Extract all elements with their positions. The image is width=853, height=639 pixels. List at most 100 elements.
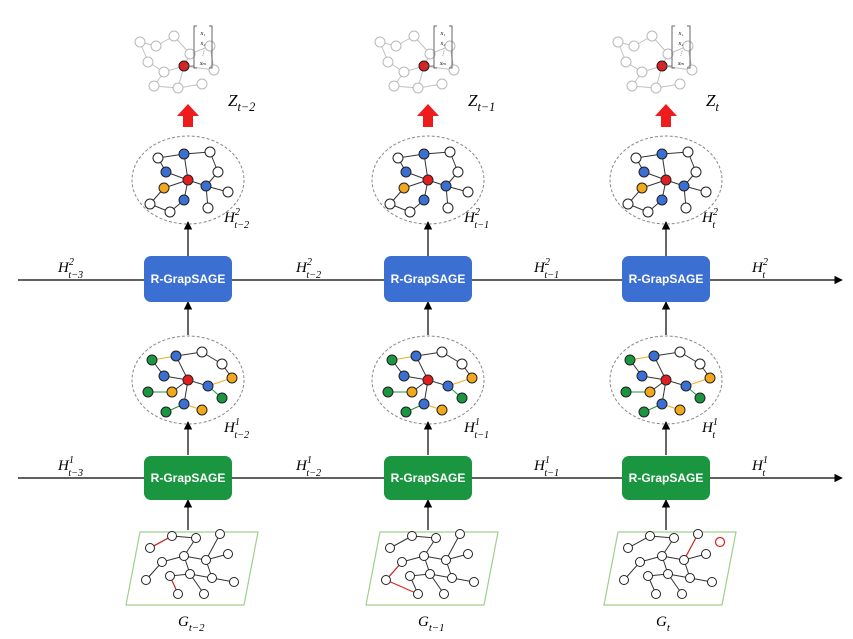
graph-node: [456, 358, 468, 370]
graph-node: [400, 166, 412, 178]
graph-node: [436, 346, 448, 358]
graph-node: [212, 166, 224, 178]
vector-entry: x₁: [200, 31, 206, 37]
graph-node: [638, 166, 650, 178]
h2-label-t: H2 t: [701, 207, 718, 231]
graph-node: [630, 152, 642, 164]
graph-node: [660, 374, 672, 386]
graph-edge: [393, 71, 405, 87]
graph-node: [398, 182, 410, 194]
graph-node: [204, 146, 216, 158]
graph-edge: [631, 71, 643, 87]
output-arrow: [655, 104, 677, 127]
graph-edge: [617, 41, 635, 47]
vector-bracket: [193, 25, 197, 69]
vector-entry: xₘ: [199, 61, 207, 67]
vector-entry: xₘ: [439, 61, 447, 67]
graph-node: [636, 66, 648, 78]
flow-label-row1-0: H1 t−3: [57, 455, 83, 479]
graph-node: [405, 571, 415, 581]
flow-labels-layer: H2 t−3 H2 t−2 H2 t−1 H2 t H1 t−3 H1 t−2 H1 t−1 H1 t: [57, 257, 768, 479]
graph-node: [674, 346, 686, 358]
layer1-neighborhood: [371, 335, 485, 425]
graph-node: [191, 533, 201, 543]
new-node: [714, 536, 726, 548]
graph-edge: [625, 61, 643, 73]
graph-node: [381, 575, 391, 585]
graph-node: [196, 78, 208, 90]
graph-node: [168, 30, 180, 42]
graph-node: [656, 148, 668, 160]
column-t: Gt R-GrapSAGE R-GrapSAGE H1 t H2 t x₁ x₂ ⋮ xₘ Zt: [603, 25, 737, 634]
graph-node: [656, 194, 668, 206]
graph-node: [643, 571, 653, 581]
graph-node: [182, 374, 194, 386]
graph-node: [407, 531, 417, 541]
graph-node: [704, 372, 716, 384]
graph-node: [201, 555, 211, 565]
output-graph: [134, 30, 220, 94]
layer2-neighborhood: [371, 135, 485, 225]
graph-node: [439, 589, 449, 599]
graph-node: [207, 573, 217, 583]
graph-node: [144, 198, 156, 210]
block-label: R-GrapSAGE: [629, 272, 704, 286]
graph-node: [679, 555, 689, 565]
graph-node: [701, 549, 711, 559]
h1-label-t-1: H1 t−1: [463, 417, 489, 441]
graph-edge: [393, 85, 419, 89]
input-label-t-1: Gt−1: [418, 614, 445, 634]
graph-node: [398, 370, 410, 382]
graph-node: [185, 569, 195, 579]
graph-edge: [651, 35, 669, 55]
graph-node: [388, 80, 400, 92]
graph-node: [152, 152, 164, 164]
graph-node: [385, 543, 395, 553]
graph-node: [178, 194, 190, 206]
graph-node: [384, 198, 396, 210]
graph-node: [682, 146, 694, 158]
graph-node: [167, 531, 177, 541]
graph-node: [184, 48, 196, 60]
graph-edge: [173, 35, 191, 55]
graph-node: [693, 529, 703, 539]
graph-node: [686, 64, 698, 76]
graph-node: [646, 30, 658, 42]
graph-edge: [429, 45, 451, 55]
graph-node: [462, 186, 474, 198]
graph-node: [158, 182, 170, 194]
graph-edge: [417, 83, 443, 89]
graph-node: [208, 64, 220, 76]
output-arrow: [177, 104, 199, 127]
graph-node: [463, 549, 473, 559]
graph-node: [635, 557, 645, 567]
flow-label-row2-0: H2 t−3: [57, 257, 83, 281]
h2-label-t-2: H2 t−2: [223, 207, 249, 231]
graph-node: [656, 398, 668, 410]
vector-entry: x₁: [678, 31, 684, 37]
graph-edge: [189, 45, 211, 55]
graph-node: [674, 404, 686, 416]
graph-node: [440, 180, 452, 192]
graph-node: [418, 398, 430, 410]
graph-node: [422, 174, 434, 186]
graph-node: [682, 40, 694, 52]
vector-entry: ⋮: [678, 50, 684, 57]
graph-node: [424, 48, 436, 60]
graph-node: [400, 406, 412, 418]
h2-label-t-1: H2 t−1: [463, 207, 489, 231]
graph-node: [626, 80, 638, 92]
output-label-t-2: Zt−2: [228, 91, 255, 114]
input-graph-frame: [365, 531, 499, 606]
graph-node: [422, 374, 434, 386]
rgraphsage-block-layer1: [144, 456, 232, 500]
graph-node: [436, 404, 448, 416]
graph-node: [134, 36, 146, 48]
graph-node: [222, 186, 234, 198]
graph-node: [645, 531, 655, 541]
graph-edge: [147, 61, 165, 73]
graph-node: [382, 56, 394, 68]
graph-node: [173, 589, 183, 599]
graph-node: [413, 589, 423, 599]
vector-bracket: [449, 25, 453, 69]
